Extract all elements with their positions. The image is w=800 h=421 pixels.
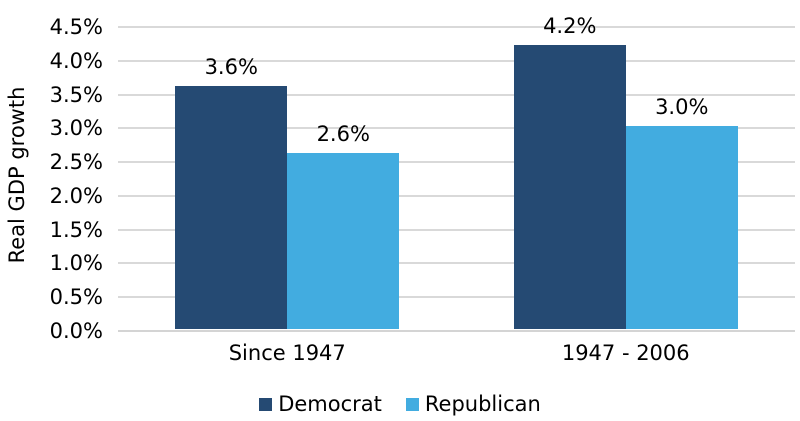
value-label-democrat-1: 4.2%	[543, 14, 597, 39]
y-tick-label: 1.0%	[49, 251, 103, 276]
value-label-democrat-0: 3.6%	[204, 54, 258, 79]
legend-label-democrat: Democrat	[278, 392, 382, 416]
x-axis-labels: Since 1947 1947 - 2006	[118, 341, 795, 365]
bar-democrat-1: 4.2%	[513, 14, 626, 329]
x-axis-label-0: Since 1947	[228, 341, 346, 365]
value-label-republican-0: 2.6%	[316, 122, 370, 147]
bar-republican-0: 2.6%	[287, 122, 400, 329]
y-axis-tick-labels: 4.5% 4.0% 3.5% 3.0% 2.5% 2.0% 1.5% 1.0% 0.5% 0.0%	[0, 15, 103, 343]
y-tick-label: 2.0%	[49, 183, 103, 208]
y-tick-label: 0.0%	[49, 319, 103, 343]
gridline	[118, 194, 795, 197]
legend-item-democrat: Democrat	[259, 392, 382, 416]
bar-democrat-0: 3.6%	[175, 55, 288, 329]
democrat-swatch-icon	[259, 397, 273, 411]
gridline	[118, 26, 795, 28]
bar-republican-1: 3.0%	[625, 95, 738, 329]
gridline	[118, 93, 795, 96]
bar-group-1: 4.2% 3.0%	[457, 14, 796, 331]
y-tick-label: 4.5%	[49, 15, 103, 39]
y-tick-label: 1.5%	[49, 217, 103, 242]
gridline	[118, 127, 795, 130]
legend-item-republican: Republican	[405, 392, 541, 416]
legend-label-republican: Republican	[424, 392, 541, 416]
y-tick-label: 3.0%	[49, 116, 103, 141]
y-tick-label: 0.5%	[49, 285, 103, 310]
bar-group-0: 3.6% 2.6%	[118, 27, 457, 331]
legend: Democrat Republican	[0, 392, 800, 416]
gridline	[118, 161, 795, 164]
x-axis-line	[118, 330, 795, 332]
republican-swatch-icon	[405, 397, 419, 411]
x-axis-label-1: 1947 - 2006	[561, 341, 690, 365]
gridline	[118, 296, 795, 299]
y-tick-label: 4.0%	[49, 48, 103, 73]
y-tick-label: 3.5%	[49, 82, 103, 107]
y-tick-label: 2.5%	[49, 150, 103, 175]
bar-groups: 3.6% 2.6% 4.2% 3.0%	[118, 14, 796, 331]
value-label-republican-1: 3.0%	[655, 95, 709, 120]
gridline	[118, 228, 795, 231]
gridline	[118, 59, 795, 62]
gridline	[118, 262, 795, 265]
plot-area: 3.6% 2.6% 4.2% 3.0%	[118, 14, 796, 332]
